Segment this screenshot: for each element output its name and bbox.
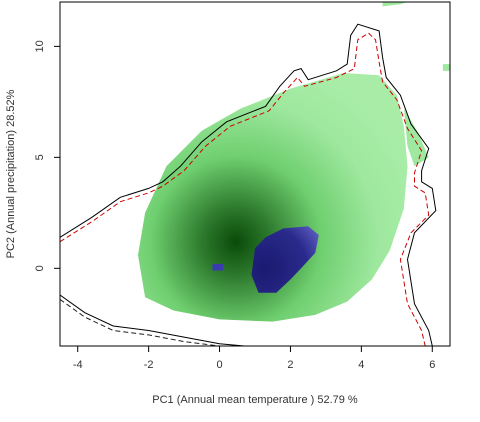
overlap-square	[212, 263, 224, 271]
x-tick-label-5: 6	[429, 359, 435, 371]
contour-line-3	[60, 298, 220, 346]
x-tick-label-3: 2	[287, 359, 293, 371]
contour-line-0	[60, 23, 437, 346]
x-axis: -4 -2 0 2 4 6	[73, 346, 435, 371]
plot-frame	[59, 1, 451, 347]
x-tick-label-4: 4	[358, 359, 364, 371]
x-tick-label-0: -4	[73, 359, 83, 371]
x-tick-label-1: -2	[144, 359, 154, 371]
green-patch-0	[382, 2, 408, 7]
green-patch-2	[403, 108, 429, 167]
contour-line-1	[60, 294, 245, 346]
overlap-region	[251, 226, 319, 293]
contour-line-2	[60, 32, 430, 346]
plot-content	[60, 2, 450, 346]
green-patch-1	[442, 64, 450, 71]
x-axis-label: PC1 (Annual mean temperature ) 52.79 %	[152, 394, 358, 406]
x-tick-label-2: 0	[216, 359, 222, 371]
contour-lines	[60, 23, 437, 346]
y-axis-label: PC2 (Annual precipitation) 28.52%	[5, 89, 17, 258]
y-tick-label-0: 0	[34, 265, 46, 271]
density-region	[138, 73, 408, 322]
y-axis: 0 5 10	[34, 40, 60, 271]
y-tick-label-2: 10	[34, 40, 46, 52]
y-tick-label-1: 5	[34, 154, 46, 160]
